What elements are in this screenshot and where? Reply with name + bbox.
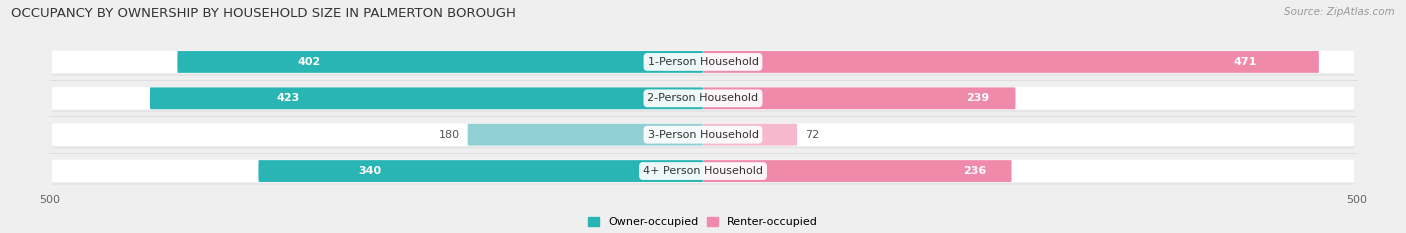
- FancyBboxPatch shape: [52, 123, 1354, 146]
- FancyBboxPatch shape: [703, 51, 1319, 73]
- FancyBboxPatch shape: [703, 160, 1011, 182]
- Text: 2-Person Household: 2-Person Household: [647, 93, 759, 103]
- Text: 3-Person Household: 3-Person Household: [648, 130, 758, 140]
- Text: OCCUPANCY BY OWNERSHIP BY HOUSEHOLD SIZE IN PALMERTON BOROUGH: OCCUPANCY BY OWNERSHIP BY HOUSEHOLD SIZE…: [11, 7, 516, 20]
- Text: 402: 402: [297, 57, 321, 67]
- FancyBboxPatch shape: [52, 183, 1354, 185]
- Text: 423: 423: [277, 93, 299, 103]
- FancyBboxPatch shape: [52, 110, 1354, 112]
- FancyBboxPatch shape: [703, 87, 1015, 109]
- FancyBboxPatch shape: [52, 51, 1354, 73]
- FancyBboxPatch shape: [177, 51, 703, 73]
- Text: Source: ZipAtlas.com: Source: ZipAtlas.com: [1284, 7, 1395, 17]
- Text: 4+ Person Household: 4+ Person Household: [643, 166, 763, 176]
- FancyBboxPatch shape: [150, 87, 703, 109]
- FancyBboxPatch shape: [259, 160, 703, 182]
- FancyBboxPatch shape: [703, 124, 797, 146]
- FancyBboxPatch shape: [52, 147, 1354, 148]
- Text: 239: 239: [966, 93, 990, 103]
- Text: 471: 471: [1233, 57, 1257, 67]
- Text: 72: 72: [806, 130, 820, 140]
- Text: 180: 180: [439, 130, 460, 140]
- Text: 1-Person Household: 1-Person Household: [648, 57, 758, 67]
- Legend: Owner-occupied, Renter-occupied: Owner-occupied, Renter-occupied: [588, 217, 818, 227]
- Text: 340: 340: [359, 166, 381, 176]
- FancyBboxPatch shape: [52, 160, 1354, 182]
- FancyBboxPatch shape: [52, 74, 1354, 76]
- FancyBboxPatch shape: [468, 124, 703, 146]
- FancyBboxPatch shape: [52, 87, 1354, 110]
- Text: 236: 236: [963, 166, 986, 176]
